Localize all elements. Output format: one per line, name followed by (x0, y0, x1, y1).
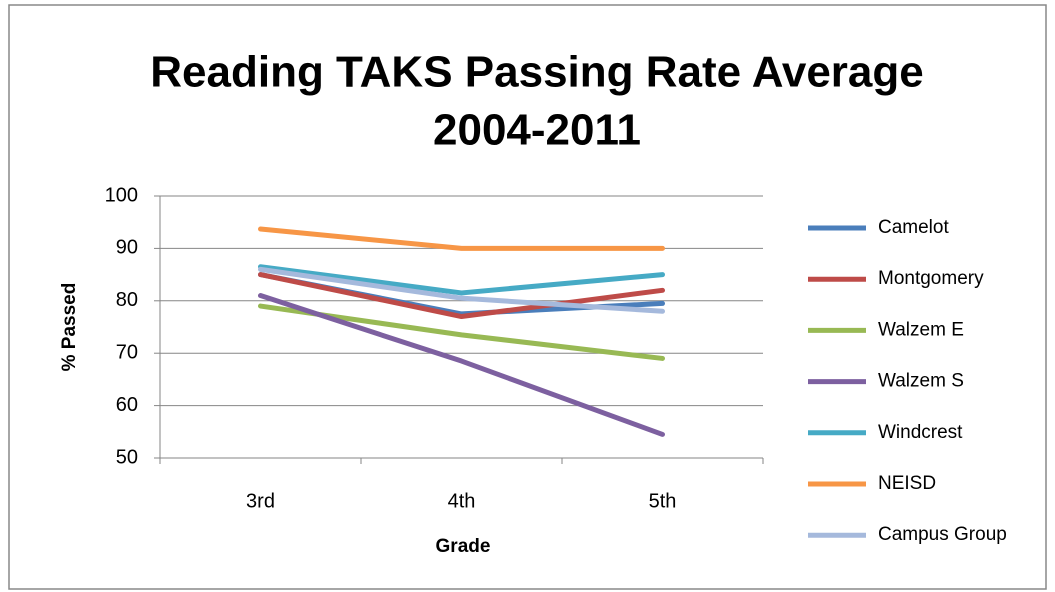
y-tick-label: 80 (116, 289, 138, 311)
chart-border (8, 4, 1047, 590)
series-line (258, 266, 665, 314)
y-tick-label: 100 (105, 184, 138, 206)
series-line (258, 272, 665, 320)
y-tick-label: 90 (116, 237, 138, 259)
legend-label: Campus Group (878, 524, 1007, 545)
x-axis-label: Grade (436, 536, 491, 557)
series-line (258, 293, 665, 437)
y-tick-label: 70 (116, 341, 138, 363)
chart-title: Reading TAKS Passing Rate Average (150, 48, 923, 97)
series-line (258, 264, 665, 296)
x-tick-label: 5th (649, 490, 677, 512)
legend-label: Walzem E (878, 319, 964, 340)
chart-title: 2004-2011 (433, 106, 641, 155)
legend-label: Windcrest (878, 422, 963, 443)
legend-label: Walzem S (878, 371, 964, 392)
legend-label: Montgomery (878, 268, 984, 289)
x-tick-label: 4th (448, 490, 476, 512)
legend-label: NEISD (878, 473, 936, 494)
y-tick-label: 50 (116, 446, 138, 468)
series-line (258, 226, 665, 251)
y-axis-label: % Passed (59, 283, 80, 372)
legend-label: Camelot (878, 217, 949, 238)
x-tick-label: 3rd (246, 490, 275, 512)
y-tick-label: 60 (116, 394, 138, 416)
